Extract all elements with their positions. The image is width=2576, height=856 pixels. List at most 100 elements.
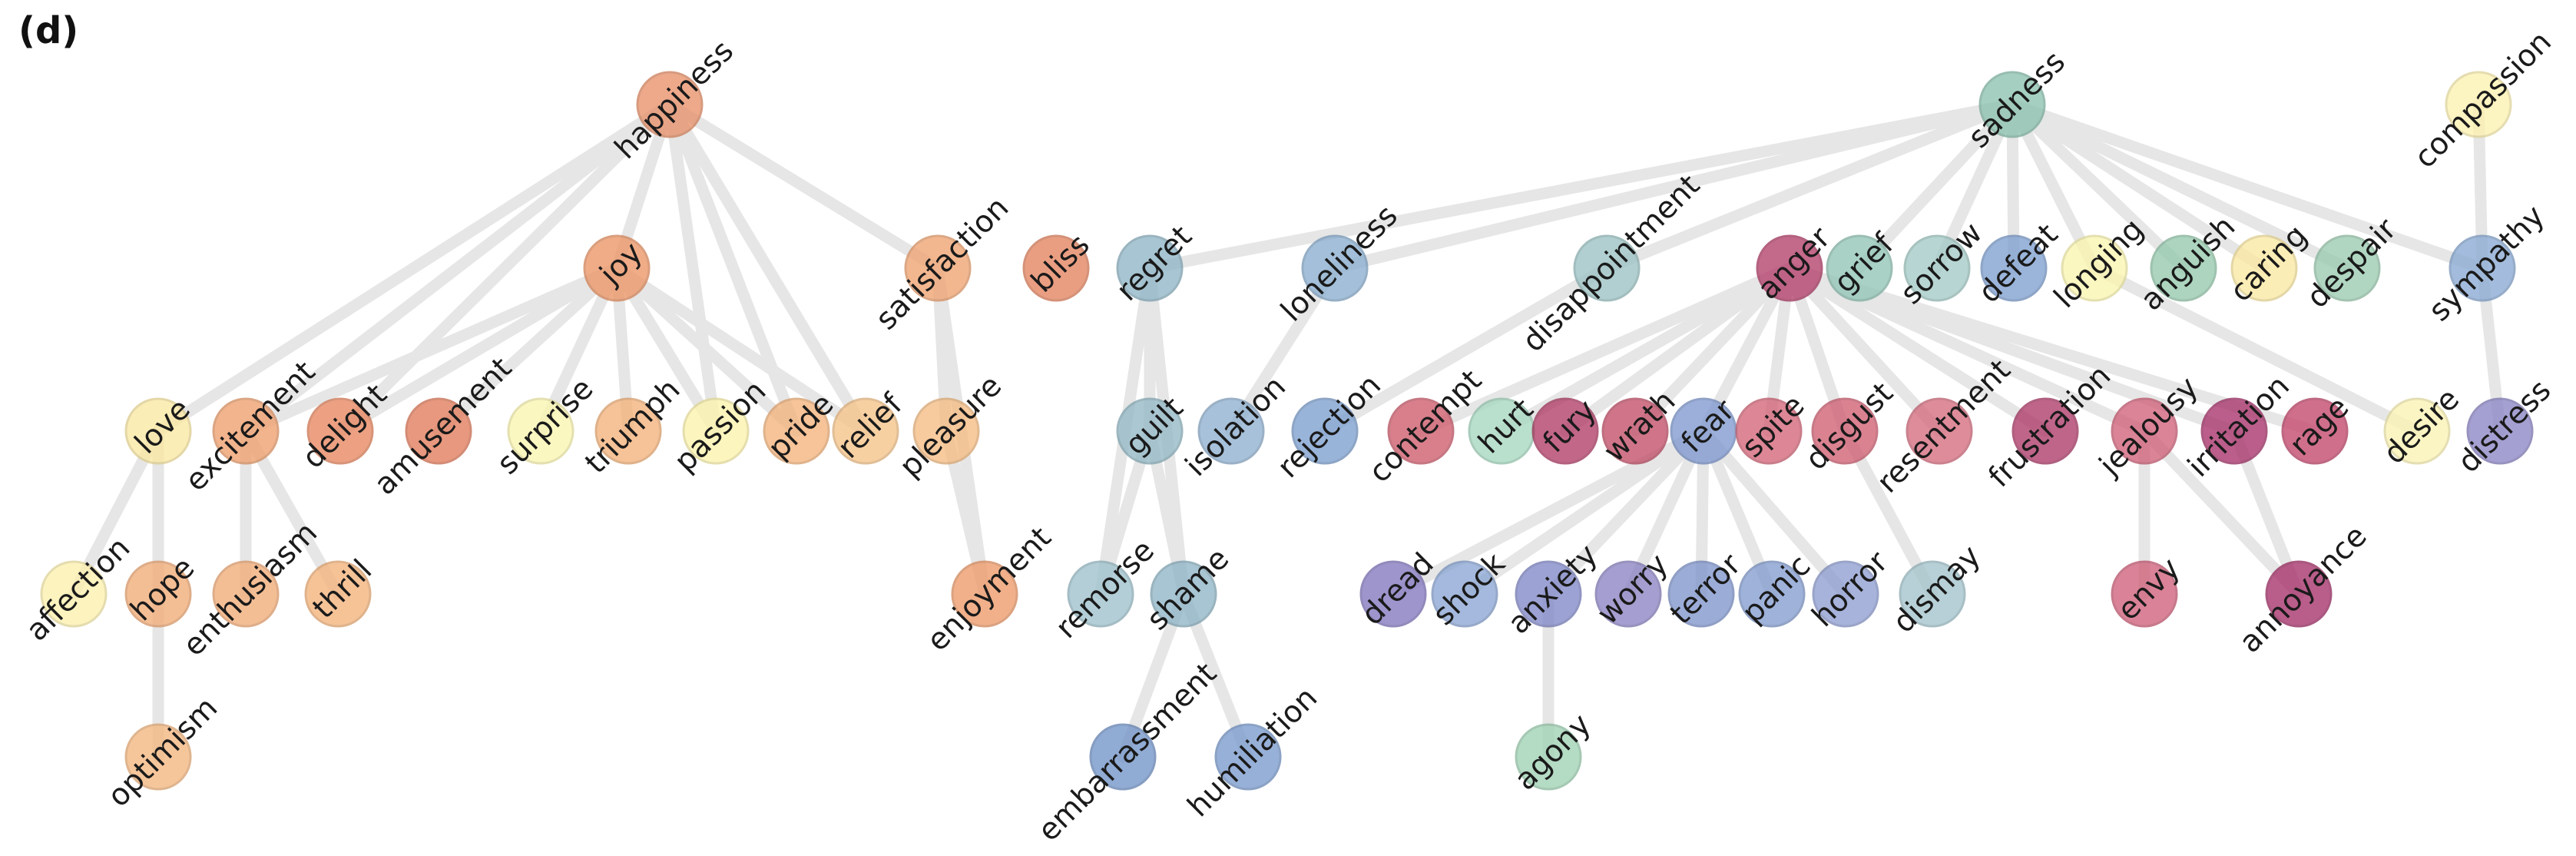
- edge-anger-fury: [1559, 262, 1796, 437]
- node-worry: [1594, 560, 1662, 628]
- edge-fear-anxiety: [1542, 425, 1710, 600]
- node-dismay: [1899, 560, 1966, 628]
- node-affection: [40, 560, 108, 628]
- node-label-loneliness: loneliness: [1274, 198, 1404, 328]
- edge-anger-wrath: [1629, 262, 1796, 437]
- node-fury: [1531, 397, 1599, 465]
- node-label-affection: affection: [20, 531, 137, 649]
- node-label-enjoyment: enjoyment: [920, 520, 1058, 658]
- node-disgust: [1811, 397, 1879, 465]
- edge-disappointment-rejection: [1319, 262, 1613, 437]
- edge-sadness-despair: [2006, 98, 2353, 274]
- node-despair: [2313, 234, 2381, 302]
- edge-joy-amusement: [432, 262, 623, 437]
- node-shame: [1150, 560, 1217, 628]
- node-annoyance: [2265, 560, 2333, 628]
- edge-happiness-relief: [664, 98, 872, 437]
- edge-joy-excitement: [240, 262, 623, 437]
- node-love: [124, 397, 192, 465]
- node-satisfaction: [904, 234, 972, 302]
- edge-happiness-satisfaction: [664, 98, 944, 274]
- panel-label: (d): [18, 9, 79, 52]
- edge-fear-shock: [1459, 425, 1710, 600]
- node-rejection: [1291, 397, 1359, 465]
- node-terror: [1667, 560, 1735, 628]
- node-jealousy: [2111, 397, 2178, 465]
- node-desire: [2383, 397, 2451, 465]
- edge-happiness-excitement: [240, 98, 676, 437]
- node-guilt: [1116, 397, 1184, 465]
- node-label-irritation: irritation: [2181, 369, 2296, 484]
- node-disappointment: [1573, 234, 1641, 302]
- node-panic: [1738, 560, 1806, 628]
- edge-sadness-disappointment: [1601, 98, 2018, 274]
- node-sadness: [1978, 71, 2046, 138]
- node-thrill: [304, 560, 372, 628]
- node-isolation: [1197, 397, 1265, 465]
- node-spite: [1735, 397, 1803, 465]
- node-pride: [763, 397, 830, 465]
- node-resentment: [1906, 397, 1973, 465]
- node-embarrassment: [1089, 723, 1157, 791]
- node-grief: [1826, 234, 1893, 302]
- node-happiness: [636, 71, 704, 138]
- node-excitement: [212, 397, 280, 465]
- node-optimism: [124, 723, 192, 791]
- node-relief: [832, 397, 899, 465]
- node-humiliation: [1214, 723, 1282, 791]
- node-rage: [2281, 397, 2349, 465]
- node-irritation: [2200, 397, 2268, 465]
- node-contempt: [1387, 397, 1455, 465]
- edge-sadness-sympathy: [2006, 98, 2488, 274]
- edge-longing-desire: [2088, 262, 2423, 437]
- node-layer: [40, 71, 2534, 791]
- edge-sadness-anguish: [2006, 98, 2190, 274]
- edge-anger-resentment: [1783, 262, 1945, 437]
- edge-joy-relief: [611, 262, 872, 437]
- node-compassion: [2445, 71, 2512, 138]
- node-label-surprise: surprise: [491, 372, 601, 482]
- node-sorrow: [1903, 234, 1971, 302]
- node-wrath: [1601, 397, 1669, 465]
- node-pleasure: [912, 397, 980, 465]
- edge-anger-frustration: [1783, 262, 2051, 437]
- node-hope: [124, 560, 192, 628]
- node-longing: [2061, 234, 2128, 302]
- edge-jealousy-annoyance: [2138, 425, 2305, 600]
- node-regret: [1116, 234, 1184, 302]
- node-anguish: [2150, 234, 2217, 302]
- edge-happiness-delight: [334, 98, 676, 437]
- node-envy: [2111, 560, 2178, 628]
- node-amusement: [405, 397, 472, 465]
- node-passion: [682, 397, 750, 465]
- node-joy: [583, 234, 651, 302]
- edge-fear-horror: [1697, 425, 1852, 600]
- edge-happiness-passion: [664, 98, 722, 437]
- node-loneliness: [1301, 234, 1369, 302]
- node-bliss: [1022, 234, 1090, 302]
- edge-joy-pride: [611, 262, 803, 437]
- node-label-humiliation: humiliation: [1181, 681, 1324, 824]
- edge-sadness-caring: [2006, 98, 2270, 274]
- node-agony: [1515, 723, 1582, 791]
- node-enthusiasm: [212, 560, 280, 628]
- node-label-isolation: isolation: [1179, 370, 1293, 483]
- node-label-embarrassment: embarrassment: [1031, 656, 1223, 848]
- node-delight: [306, 397, 374, 465]
- node-surprise: [507, 397, 574, 465]
- node-dread: [1359, 560, 1427, 628]
- node-remorse: [1067, 560, 1134, 628]
- edge-joy-delight: [334, 262, 623, 437]
- node-label-anguish: anguish: [2134, 210, 2243, 318]
- edge-sadness-grief: [1853, 98, 2018, 274]
- edge-happiness-love: [152, 98, 676, 437]
- node-triumph: [594, 397, 662, 465]
- node-enjoyment: [951, 560, 1018, 628]
- node-frustration: [2011, 397, 2079, 465]
- node-horror: [1812, 560, 1879, 628]
- edge-sadness-regret: [1144, 98, 2018, 274]
- node-anxiety: [1515, 560, 1582, 628]
- node-caring: [2230, 234, 2298, 302]
